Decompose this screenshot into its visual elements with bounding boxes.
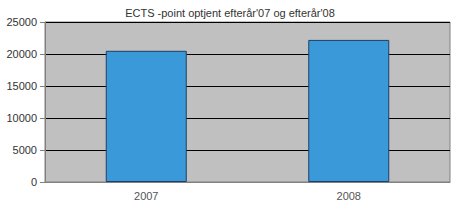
- svg-text:0: 0: [31, 176, 37, 188]
- svg-text:10000: 10000: [6, 112, 37, 124]
- svg-text:20000: 20000: [6, 48, 37, 60]
- svg-text:15000: 15000: [6, 80, 37, 92]
- svg-text:ECTS -point optjent efterår'07: ECTS -point optjent efterår'07 og efterå…: [125, 7, 335, 19]
- svg-text:2008: 2008: [337, 190, 361, 202]
- svg-text:2007: 2007: [134, 190, 158, 202]
- svg-text:25000: 25000: [6, 16, 37, 28]
- svg-text:5000: 5000: [13, 144, 37, 156]
